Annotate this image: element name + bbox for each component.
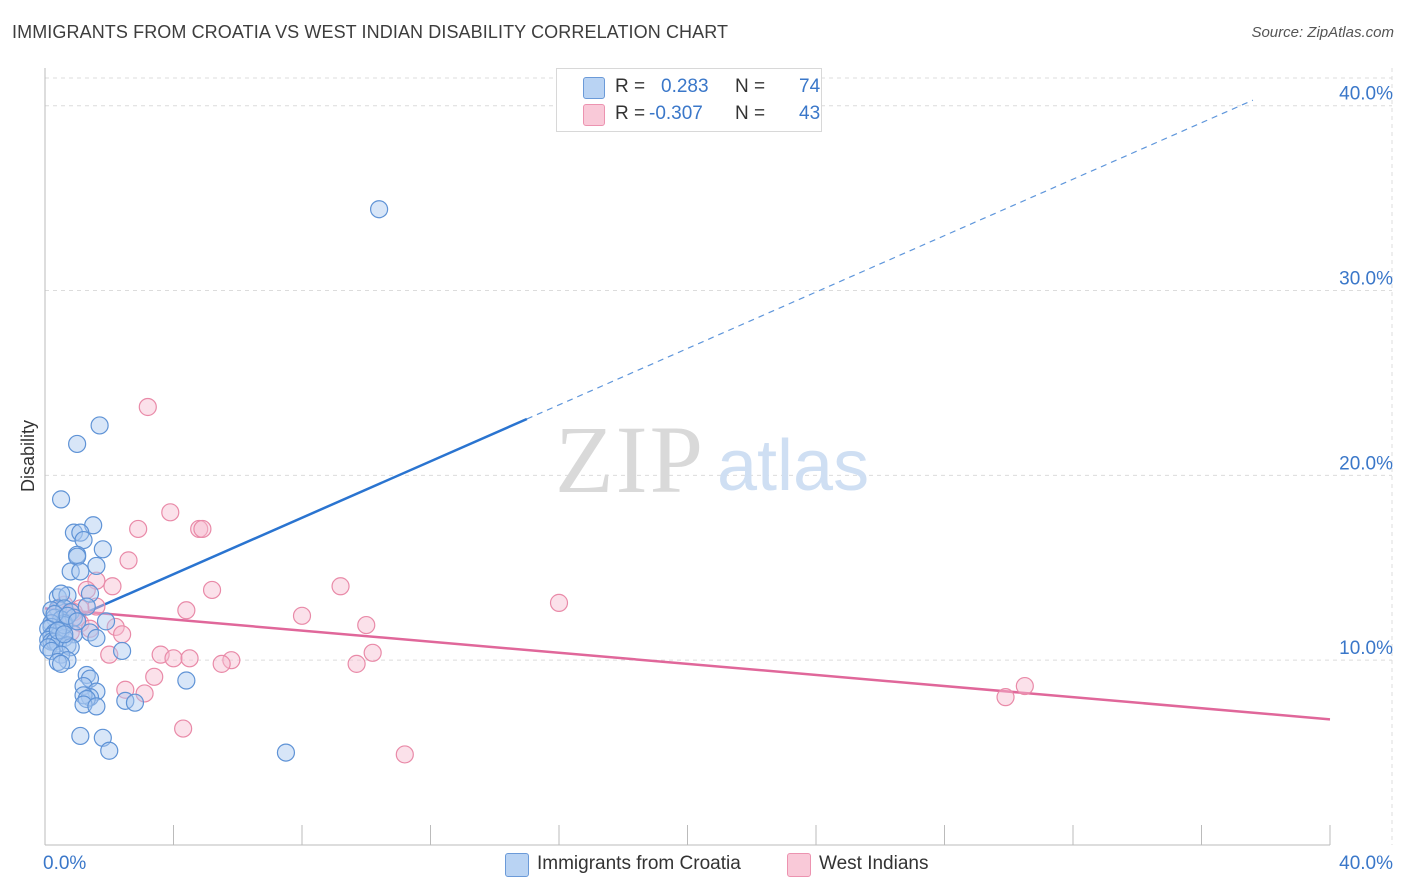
data-point-croatia [72,563,89,580]
y-tick-label: 40.0% [1339,84,1393,105]
data-point-west-indian [213,655,230,672]
bottom-legend-swatch-croatia [505,853,529,877]
bottom-legend-swatch-west-indian [787,853,811,877]
data-point-croatia [88,630,105,647]
data-point-west-indian [130,520,147,537]
bottom-legend-label-west-indian: West Indians [819,853,928,875]
scatter-chart: ZIP atlas 10.0% 20.0% 30.0% 40.0% 0.0% 40.0% Di… [0,0,1406,892]
data-point-west-indian [332,578,349,595]
data-point-croatia [88,557,105,574]
legend-n-label: N = [735,103,765,125]
data-point-west-indian [104,578,121,595]
data-point-croatia [56,626,73,643]
data-point-west-indian [358,617,375,634]
watermark-atlas: atlas [717,426,869,506]
legend-swatch-croatia [583,77,605,99]
watermark-zip: ZIP [555,406,705,513]
stats-legend: R = 0.283 N = 74 R = -0.307 N = 43 [556,68,822,132]
data-point-west-indian [204,581,221,598]
y-tick-label: 10.0% [1339,638,1393,659]
data-point-croatia [69,435,86,452]
x-tick-label-left: 0.0% [43,853,86,874]
data-point-west-indian [162,504,179,521]
data-point-croatia [91,417,108,434]
data-point-croatia [371,201,388,218]
legend-swatch-west-indian [583,104,605,126]
data-point-west-indian [178,602,195,619]
data-point-west-indian [294,607,311,624]
y-tick-label: 20.0% [1339,453,1393,474]
trend-line-croatia-extension [527,100,1253,419]
data-point-west-indian [181,650,198,667]
data-point-croatia [101,742,118,759]
data-point-west-indian [120,552,137,569]
data-point-croatia [114,642,131,659]
data-point-croatia [98,613,115,630]
y-tick-label: 30.0% [1339,269,1393,290]
legend-n-label: N = [735,76,765,98]
data-point-west-indian [396,746,413,763]
legend-n-value-croatia: 74 [799,76,820,98]
trend-line-croatia [45,419,527,631]
data-point-croatia [126,694,143,711]
data-point-west-indian [1016,678,1033,695]
x-tick-label-right: 40.0% [1339,853,1393,874]
legend-r-value-croatia: 0.283 [661,76,709,98]
bottom-legend-label-croatia: Immigrants from Croatia [537,853,741,875]
data-point-croatia [69,613,86,630]
data-point-west-indian [165,650,182,667]
legend-n-value-west-indian: 43 [799,103,820,125]
data-point-croatia [88,698,105,715]
data-point-west-indian [114,626,131,643]
data-point-croatia [53,655,70,672]
data-point-croatia [72,727,89,744]
data-point-croatia [94,541,111,558]
data-point-west-indian [348,655,365,672]
data-point-west-indian [364,644,381,661]
data-point-west-indian [175,720,192,737]
y-axis-label: Disability [18,420,38,492]
legend-r-label: R = [615,76,645,98]
data-point-croatia [53,585,70,602]
data-point-west-indian [139,398,156,415]
data-point-west-indian [997,689,1014,706]
data-point-west-indian [194,520,211,537]
data-point-croatia [277,744,294,761]
data-point-croatia [178,672,195,689]
legend-r-label: R = [615,103,645,125]
data-point-croatia [53,491,70,508]
data-point-west-indian [146,668,163,685]
data-point-west-indian [551,594,568,611]
legend-r-value-west-indian: -0.307 [649,103,703,125]
